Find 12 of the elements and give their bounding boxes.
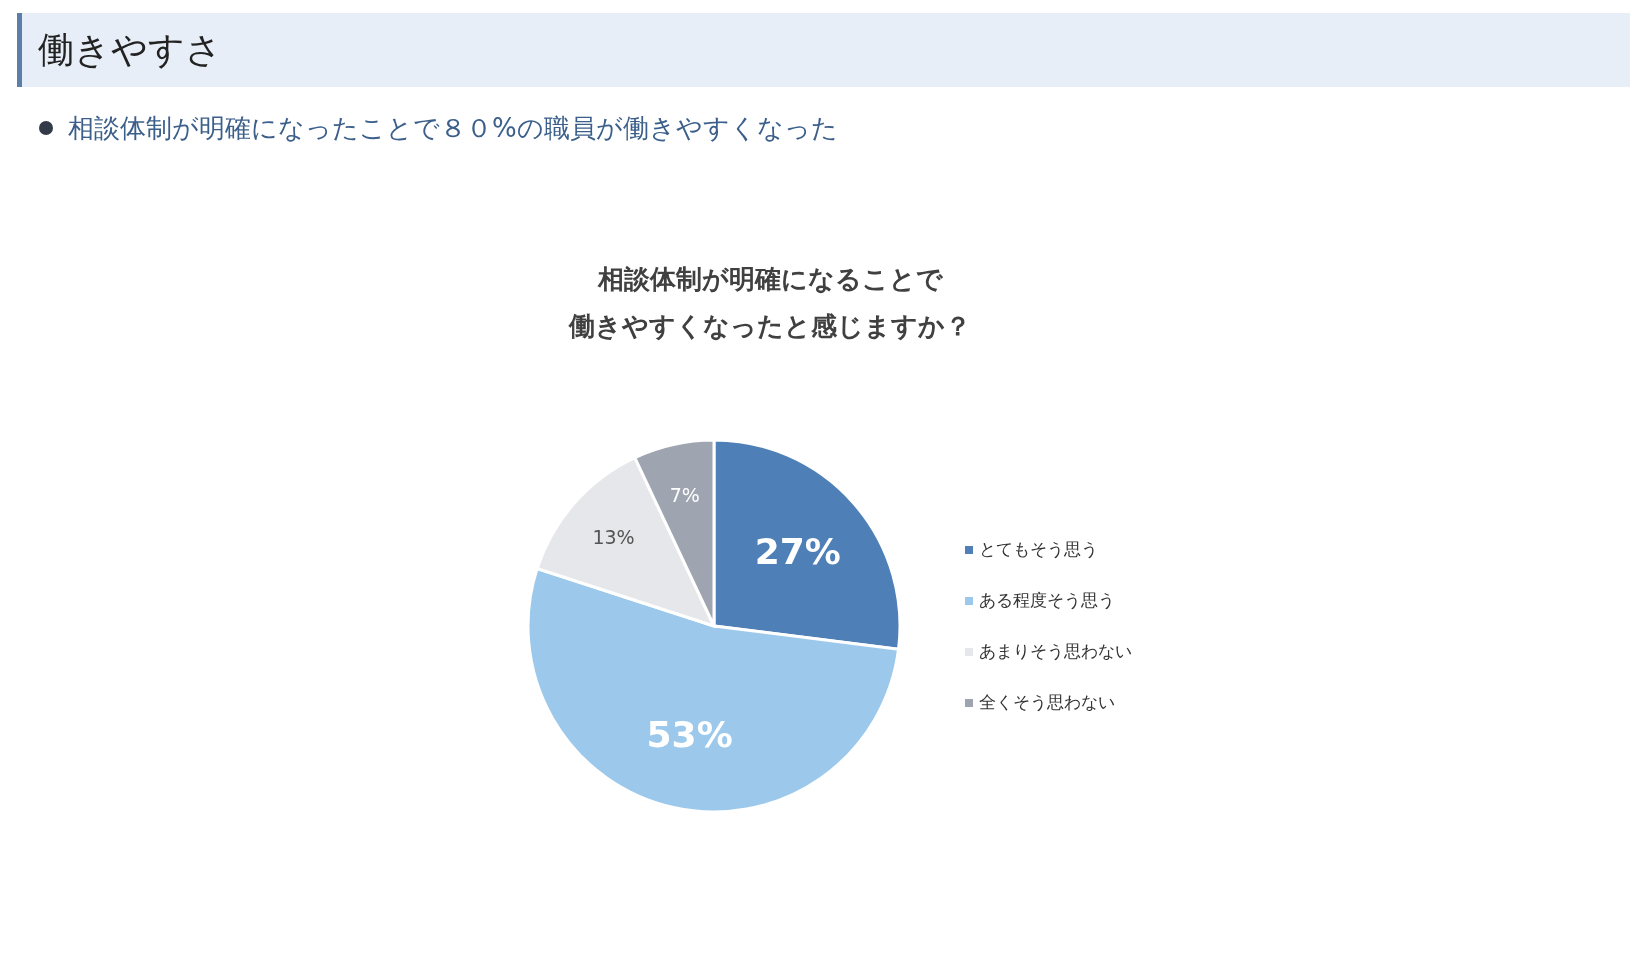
data-label: 27%: [754, 531, 841, 573]
text: 働きやすくなったと感じますか？: [568, 311, 971, 341]
legend-label: とてもそう思う: [979, 539, 1098, 559]
legend-label: あまりそう思わない: [979, 641, 1132, 661]
legend-label: ある程度そう思う: [979, 590, 1115, 610]
data-label: 13%: [592, 526, 635, 549]
data-label: 7%: [669, 484, 700, 507]
text: 働きやすさ: [38, 29, 222, 70]
text: 相談体制が明確になることで: [596, 264, 944, 294]
data-label: 53%: [646, 713, 733, 755]
legend-label: 全くそう思わない: [979, 692, 1115, 712]
chart-subtitle: 相談体制が明確になったことで８０%の職員が働きやすくなった: [68, 113, 838, 143]
